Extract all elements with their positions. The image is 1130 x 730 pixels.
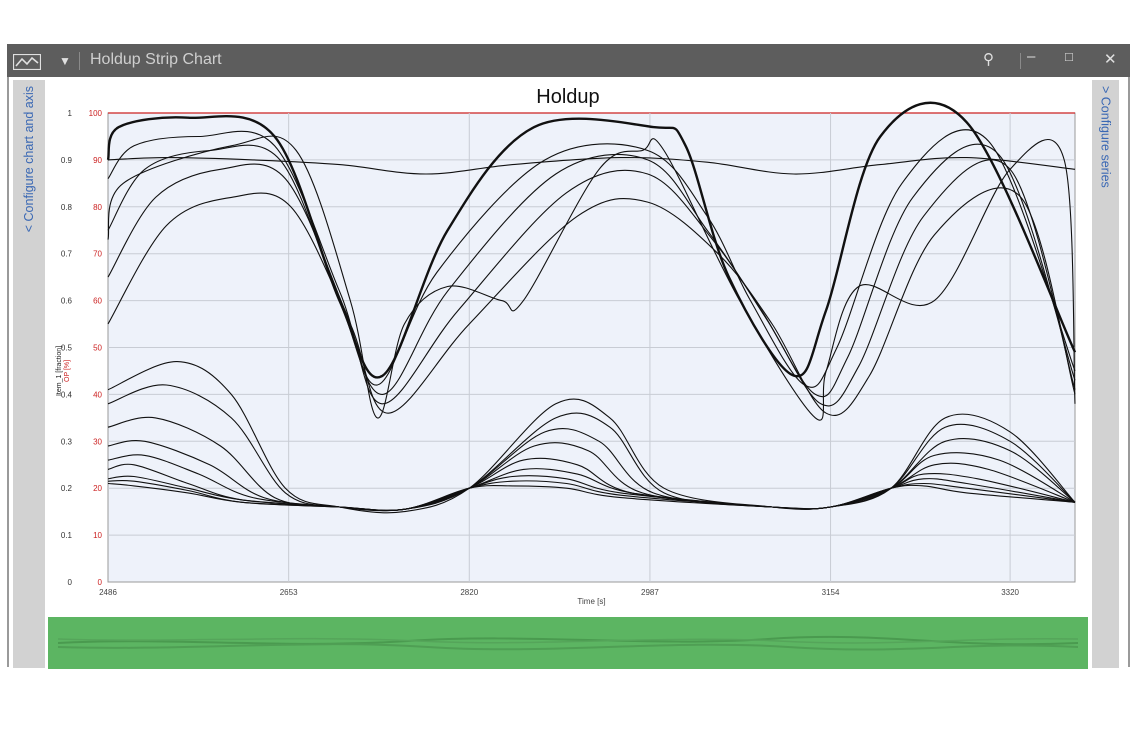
y-tick-label: 0.8 — [61, 203, 73, 212]
y2-axis-label: OP [%] — [64, 360, 71, 382]
chart-icon — [13, 54, 41, 70]
series-line-5 — [107, 187, 1076, 416]
close-icon[interactable]: ✕ — [1104, 51, 1117, 68]
x-tick-label: 2653 — [280, 588, 298, 597]
y-tick-label: 0 — [68, 578, 73, 587]
series-line-8 — [107, 361, 1076, 514]
series-line-10 — [107, 416, 1076, 512]
y-tick-label: 0.2 — [61, 484, 73, 493]
series-line-13 — [107, 463, 1076, 511]
y-tick-label: 0.6 — [61, 297, 73, 306]
configure-chart-panel-toggle[interactable]: < Configure chart and axis — [13, 80, 45, 668]
series-line-16 — [107, 482, 1076, 511]
series-line-3 — [107, 143, 1076, 398]
y-tick-label: 0.4 — [61, 390, 73, 399]
y2-tick-label: 100 — [89, 109, 103, 118]
y2-tick-label: 80 — [93, 203, 102, 212]
window-border-left — [7, 77, 9, 667]
minimize-icon[interactable]: – — [1027, 48, 1036, 65]
y-tick-label: 1 — [68, 109, 73, 118]
x-axis-label: Time [s] — [577, 597, 605, 606]
y2-tick-label: 10 — [93, 531, 102, 540]
titlebar-divider-controls — [1020, 53, 1021, 69]
y-tick-label: 0.9 — [61, 156, 73, 165]
configure-series-label[interactable]: > Configure series — [1098, 86, 1113, 188]
y2-tick-label: 30 — [93, 437, 102, 446]
chart-title: Holdup — [536, 86, 599, 108]
x-axis-ticks: 2486 2653 2820 2987 3154 3320 — [99, 588, 1019, 597]
series-line-14 — [107, 475, 1076, 511]
y2-axis-ticks: 0 10 20 30 40 50 60 70 80 90 100 — [89, 109, 103, 587]
pin-icon[interactable]: ⚲ — [983, 51, 994, 68]
x-tick-label: 2486 — [99, 588, 117, 597]
window-border-right — [1128, 77, 1130, 667]
y-tick-label: 0.7 — [61, 250, 73, 259]
series-line-4 — [107, 159, 1076, 407]
overview-navigator[interactable] — [48, 617, 1088, 669]
window-titlebar: ▼ Holdup Strip Chart ⚲ – □ ✕ — [7, 44, 1130, 77]
x-tick-label: 3154 — [822, 588, 840, 597]
series-line-9 — [107, 384, 1076, 512]
series-line-6 — [107, 135, 1076, 421]
y2-tick-label: 60 — [93, 297, 102, 306]
series-group — [106, 101, 1077, 514]
x-tick-label: 3320 — [1001, 588, 1019, 597]
holdup-chart: Holdup 0 0.1 0.2 0.3 0.4 0.5 0.6 0.7 0.8 0.9 1 0 10… — [56, 86, 1077, 606]
y2-tick-label: 70 — [93, 250, 102, 259]
x-tick-label: 2987 — [641, 588, 659, 597]
dropdown-arrow-icon[interactable]: ▼ — [59, 54, 71, 68]
x-tick-label: 2820 — [460, 588, 478, 597]
y-tick-label: 0.5 — [61, 344, 73, 353]
series-line-11 — [107, 440, 1076, 512]
series-line-2 — [107, 129, 1076, 388]
configure-series-panel-toggle[interactable]: > Configure series — [1092, 80, 1119, 668]
y-tick-label: 0.3 — [61, 437, 73, 446]
configure-chart-label[interactable]: < Configure chart and axis — [22, 86, 36, 233]
y2-tick-label: 20 — [93, 484, 102, 493]
series-line-12 — [107, 454, 1076, 512]
y2-tick-label: 0 — [98, 578, 103, 587]
overview-traces — [57, 635, 1079, 651]
maximize-icon[interactable]: □ — [1065, 49, 1073, 64]
y-axis-label: Item_1 [fraction] — [56, 346, 63, 396]
series-line-7 — [107, 156, 1076, 175]
titlebar-divider — [79, 52, 80, 70]
y-axis-ticks: 0 0.1 0.2 0.3 0.4 0.5 0.6 0.7 0.8 0.9 1 — [61, 109, 73, 587]
y2-tick-label: 40 — [93, 390, 102, 399]
grid-lines — [108, 113, 1075, 582]
window-title: Holdup Strip Chart — [90, 51, 222, 68]
y2-tick-label: 50 — [93, 344, 102, 353]
y-tick-label: 0.1 — [61, 531, 73, 540]
y2-tick-label: 90 — [93, 156, 102, 165]
